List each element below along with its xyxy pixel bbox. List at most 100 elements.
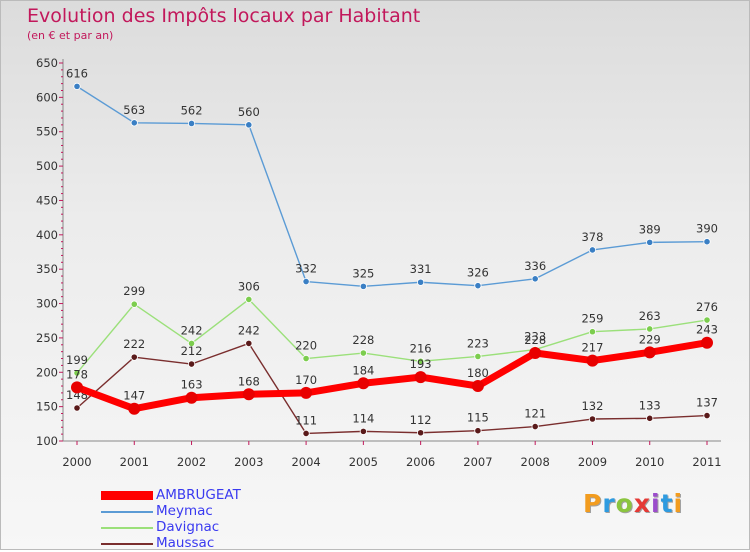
x-tick-label: 2001: [120, 455, 149, 469]
data-label-meymac: 378: [581, 230, 603, 244]
data-label-maussac: 133: [639, 398, 661, 412]
x-tick-label: 2006: [406, 455, 435, 469]
data-label-maussac: 222: [123, 337, 145, 351]
data-point-meymac: [703, 238, 711, 246]
proxiti-logo: Proxiti: [583, 489, 684, 518]
data-label-meymac: 326: [467, 266, 489, 280]
data-point-ambrugeat: [586, 354, 599, 367]
chart-subtitle: (en € et par an): [27, 29, 114, 42]
data-point-maussac: [302, 429, 310, 438]
data-label-ambrugeat: 178: [66, 367, 88, 381]
data-point-davignac: [245, 295, 253, 304]
y-tick-label: 650: [36, 56, 58, 70]
data-label-davignac: 306: [238, 279, 260, 293]
data-point-meymac: [302, 277, 310, 286]
data-label-davignac: 259: [581, 312, 603, 326]
y-tick-label: 600: [36, 90, 58, 104]
x-tick-label: 2004: [291, 455, 320, 469]
data-label-meymac: 562: [181, 103, 203, 117]
data-label-meymac: 336: [524, 259, 546, 273]
data-point-ambrugeat: [414, 371, 427, 384]
data-point-davignac: [187, 339, 196, 348]
data-point-davignac: [417, 357, 425, 365]
data-label-meymac: 616: [66, 66, 88, 80]
data-label-maussac: 114: [352, 411, 374, 425]
series-line-ambrugeat: [73, 339, 711, 413]
data-label-davignac: 228: [352, 333, 374, 347]
data-point-davignac: [73, 369, 81, 377]
data-point-ambrugeat: [71, 381, 83, 394]
data-label-davignac: 263: [639, 309, 661, 323]
y-tick-label: 150: [36, 400, 58, 414]
data-label-ambrugeat: 193: [410, 357, 432, 371]
data-label-meymac: 325: [352, 266, 374, 280]
data-label-meymac: 331: [410, 262, 432, 276]
data-point-ambrugeat: [128, 402, 141, 415]
data-point-davignac: [646, 325, 654, 333]
y-tick-label: 350: [36, 262, 58, 276]
data-label-ambrugeat: 228: [524, 333, 546, 347]
data-point-meymac: [474, 282, 482, 290]
legend-swatch-davignac: [101, 527, 153, 529]
data-label-meymac: 332: [295, 262, 317, 276]
data-label-ambrugeat: 217: [581, 341, 603, 355]
data-label-maussac: 112: [410, 413, 432, 427]
data-label-davignac: 242: [181, 323, 203, 337]
x-tick-label: 2002: [177, 455, 206, 469]
data-label-ambrugeat: 147: [123, 389, 145, 403]
legend-item-davignac: Davignac: [101, 519, 321, 536]
data-label-davignac: 199: [66, 353, 88, 367]
data-point-maussac: [531, 422, 539, 431]
data-point-ambrugeat: [471, 380, 484, 393]
legend-label-maussac: Maussac: [156, 535, 215, 551]
data-point-maussac: [359, 427, 367, 435]
data-point-davignac: [130, 300, 138, 308]
data-point-maussac: [646, 414, 654, 422]
data-label-davignac: 223: [467, 336, 489, 350]
x-tick-label: 2000: [62, 455, 91, 469]
data-point-ambrugeat: [300, 386, 313, 399]
data-point-ambrugeat: [643, 346, 656, 359]
data-point-davignac: [588, 328, 597, 336]
data-label-ambrugeat: 163: [181, 378, 203, 392]
data-point-meymac: [588, 246, 597, 254]
y-tick-label: 550: [36, 125, 58, 139]
data-label-ambrugeat: 180: [467, 366, 489, 380]
legend-item-maussac: Maussac: [101, 535, 321, 552]
y-tick-label: 400: [36, 228, 58, 242]
x-tick-label: 2009: [578, 455, 607, 469]
data-point-meymac: [646, 238, 654, 246]
legend-item-meymac: Meymac: [101, 503, 321, 520]
series-line-meymac: [76, 85, 708, 288]
data-label-davignac: 299: [123, 284, 145, 298]
x-tick-label: 2008: [521, 455, 550, 469]
x-tick-label: 2011: [692, 455, 721, 469]
data-label-ambrugeat: 184: [352, 363, 374, 377]
data-label-ambrugeat: 168: [238, 374, 260, 388]
data-point-davignac: [359, 349, 367, 357]
legend-swatch-meymac: [101, 511, 153, 513]
data-point-davignac: [474, 352, 482, 361]
data-point-maussac: [245, 339, 253, 348]
chart-title: Evolution des Impôts locaux par Habitant: [27, 5, 421, 27]
data-point-maussac: [474, 427, 482, 435]
data-point-maussac: [703, 411, 711, 420]
data-label-meymac: 389: [639, 222, 661, 236]
data-point-ambrugeat: [529, 347, 542, 360]
data-label-davignac: 276: [696, 300, 718, 314]
y-tick-label: 250: [36, 331, 58, 345]
data-label-davignac: 216: [410, 341, 432, 355]
legend-label-meymac: Meymac: [156, 503, 213, 519]
x-tick-label: 2003: [234, 455, 263, 469]
data-point-maussac: [73, 404, 81, 412]
data-point-maussac: [187, 360, 196, 368]
legend-label-davignac: Davignac: [156, 519, 220, 535]
data-label-meymac: 563: [123, 103, 145, 117]
data-point-ambrugeat: [357, 377, 370, 390]
data-label-ambrugeat: 243: [696, 323, 718, 337]
y-tick-label: 300: [36, 297, 58, 311]
data-label-maussac: 132: [581, 399, 603, 413]
data-point-davignac: [302, 354, 310, 363]
data-label-davignac: 220: [295, 339, 317, 353]
